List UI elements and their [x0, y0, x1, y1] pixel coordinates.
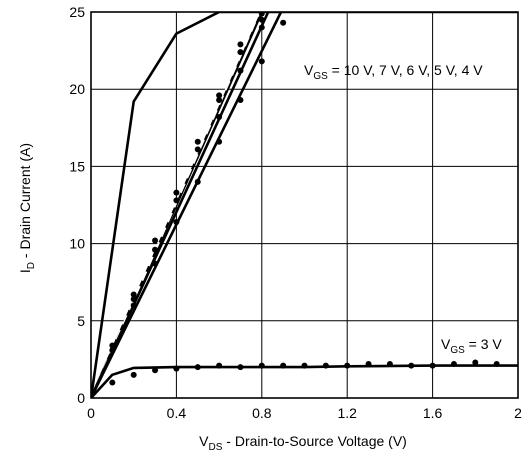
- data-point: [237, 97, 244, 104]
- x-axis-label: VDS - Drain-to-Source Voltage (V): [199, 433, 407, 453]
- data-point: [472, 359, 479, 366]
- data-point: [173, 189, 180, 196]
- data-point: [280, 19, 287, 26]
- data-point: [216, 113, 223, 120]
- y-tick-labels: 0 5 10 15 20 25: [69, 4, 85, 406]
- data-point: [130, 291, 137, 298]
- data-point: [450, 361, 457, 368]
- data-point: [258, 24, 265, 31]
- y-tick-label: 25: [69, 4, 85, 20]
- data-point: [344, 362, 351, 369]
- y-tick-label: 15: [69, 158, 85, 174]
- data-point: [152, 260, 159, 267]
- data-point: [152, 367, 159, 374]
- data-point: [237, 364, 244, 371]
- data-point: [194, 146, 201, 153]
- data-point: [322, 362, 329, 369]
- data-point: [237, 67, 244, 74]
- data-point: [173, 218, 180, 225]
- x-tick-label: 0: [87, 405, 95, 421]
- data-point: [365, 361, 372, 368]
- x-tick-label: 1.2: [337, 405, 357, 421]
- data-point: [173, 365, 180, 372]
- data-point: [109, 347, 116, 354]
- data-point: [130, 302, 137, 309]
- series-line-4: [91, 12, 518, 398]
- data-point: [216, 92, 223, 99]
- x-tick-label: 1.6: [423, 405, 443, 421]
- data-point: [109, 342, 116, 349]
- y-tick-label: 5: [77, 313, 85, 329]
- data-point: [429, 362, 436, 369]
- data-point: [258, 16, 265, 23]
- series-line-3: [91, 12, 283, 398]
- plot-frame: [90, 11, 519, 399]
- x-tick-label: 0.8: [252, 405, 272, 421]
- data-point: [258, 12, 265, 17]
- y-tick-label: 10: [69, 236, 85, 252]
- data-point: [258, 362, 265, 369]
- data-point: [280, 362, 287, 369]
- data-point: [216, 362, 223, 369]
- data-points: [109, 12, 500, 386]
- data-point: [152, 246, 159, 253]
- data-point: [109, 379, 116, 386]
- y-tick-label: 0: [77, 390, 85, 406]
- data-point: [258, 58, 265, 65]
- data-point: [408, 362, 415, 369]
- data-point: [216, 97, 223, 104]
- data-point: [237, 49, 244, 56]
- annotation-vgs-high: VGS = 10 V, 7 V, 6 V, 5 V, 4 V: [304, 62, 483, 82]
- y-axis-label: ID - Drain Current (A): [17, 143, 37, 273]
- data-point: [130, 371, 137, 378]
- data-point: [194, 138, 201, 145]
- annotation-vgs-3v: VGS = 3 V: [441, 336, 502, 356]
- data-point: [301, 362, 308, 369]
- data-point: [237, 41, 244, 48]
- data-point: [493, 361, 500, 368]
- data-point: [194, 178, 201, 185]
- data-point: [130, 296, 137, 303]
- data-point: [173, 197, 180, 204]
- y-tick-label: 20: [69, 81, 85, 97]
- x-tick-label: 2: [514, 405, 522, 421]
- series-line-2: [91, 12, 270, 398]
- data-point: [152, 237, 159, 244]
- x-tick-label: 0.4: [167, 405, 187, 421]
- x-tick-labels: 0 0.4 0.8 1.2 1.6 2: [87, 405, 522, 421]
- data-point: [386, 361, 393, 368]
- data-point: [216, 138, 223, 145]
- data-point: [194, 364, 201, 371]
